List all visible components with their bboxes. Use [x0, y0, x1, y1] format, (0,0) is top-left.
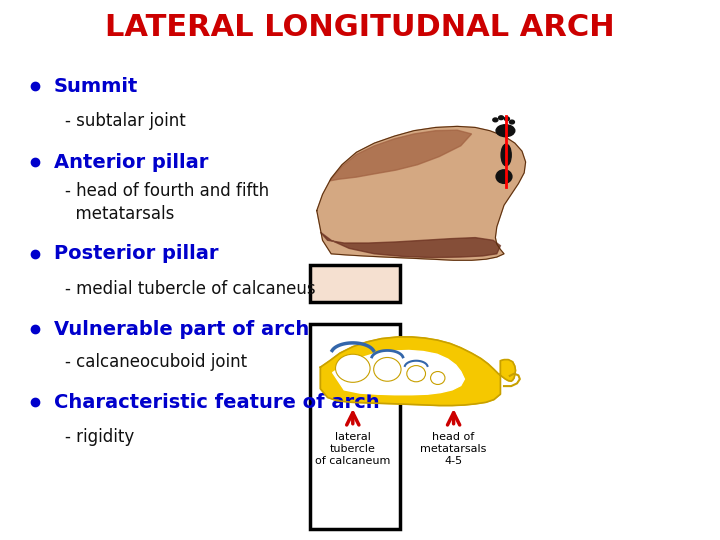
Ellipse shape	[496, 125, 515, 137]
Ellipse shape	[498, 116, 503, 119]
Ellipse shape	[431, 372, 445, 384]
Ellipse shape	[336, 354, 370, 382]
Bar	[310, 324, 400, 529]
Text: - subtalar joint: - subtalar joint	[65, 112, 186, 131]
Ellipse shape	[504, 117, 510, 121]
Ellipse shape	[492, 118, 498, 122]
Text: Characteristic feature of arch: Characteristic feature of arch	[54, 393, 379, 412]
Text: Posterior pillar: Posterior pillar	[54, 244, 218, 264]
Text: - rigidity: - rigidity	[65, 428, 134, 447]
Bar	[310, 265, 400, 302]
Ellipse shape	[496, 170, 512, 184]
Text: - calcaneocuboid joint: - calcaneocuboid joint	[65, 353, 247, 371]
Text: Anterior pillar: Anterior pillar	[54, 152, 208, 172]
Text: LATERAL LONGITUDNAL ARCH: LATERAL LONGITUDNAL ARCH	[105, 12, 615, 42]
Text: - medial tubercle of calcaneus: - medial tubercle of calcaneus	[65, 280, 315, 298]
Polygon shape	[320, 337, 516, 406]
Polygon shape	[317, 126, 526, 260]
Ellipse shape	[407, 366, 426, 382]
Text: lateral
tubercle
of calcaneum: lateral tubercle of calcaneum	[315, 432, 390, 466]
Text: head of
metatarsals
4-5: head of metatarsals 4-5	[420, 432, 487, 466]
Text: Summit: Summit	[54, 77, 138, 96]
Polygon shape	[333, 350, 464, 395]
Polygon shape	[330, 130, 472, 181]
Ellipse shape	[374, 357, 401, 381]
Text: Vulnerable part of arch: Vulnerable part of arch	[54, 320, 310, 339]
Text: - head of fourth and fifth
  metatarsals: - head of fourth and fifth metatarsals	[65, 183, 269, 222]
Ellipse shape	[501, 144, 511, 166]
Polygon shape	[320, 232, 500, 258]
Ellipse shape	[510, 120, 514, 124]
